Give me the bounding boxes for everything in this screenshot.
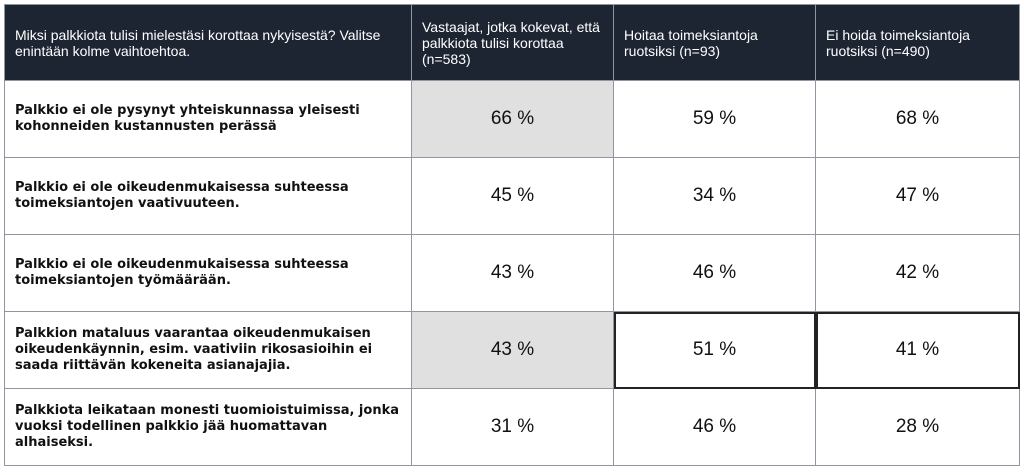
cell-value-swedish: 46 % [613, 388, 816, 466]
cell-value-swedish: 59 % [613, 80, 816, 158]
row-label: Palkkion mataluus vaarantaa oikeudenmuka… [4, 311, 412, 389]
cell-value-non-swedish: 41 % [815, 311, 1020, 389]
header-question: Miksi palkkiota tulisi mielestäsi korott… [4, 4, 412, 81]
table-row: Palkkion mataluus vaarantaa oikeudenmuka… [4, 311, 1020, 389]
results-table-container: Miksi palkkiota tulisi mielestäsi korott… [4, 4, 1020, 466]
row-label: Palkkiota leikataan monesti tuomioistuim… [4, 388, 412, 466]
cell-value-all: 45 % [411, 157, 614, 235]
header-non-swedish: Ei hoida toimeksiantoja ruotsiksi (n=490… [815, 4, 1020, 81]
table-row: Palkkiota leikataan monesti tuomioistuim… [4, 388, 1020, 466]
row-label: Palkkio ei ole oikeudenmukaisessa suhtee… [4, 157, 412, 235]
header-row: Miksi palkkiota tulisi mielestäsi korott… [4, 4, 1020, 81]
cell-value-non-swedish: 42 % [815, 234, 1020, 312]
cell-value-swedish: 46 % [613, 234, 816, 312]
table-row: Palkkio ei ole oikeudenmukaisessa suhtee… [4, 234, 1020, 312]
row-label: Palkkio ei ole oikeudenmukaisessa suhtee… [4, 234, 412, 312]
cell-value-non-swedish: 28 % [815, 388, 1020, 466]
table-row: Palkkio ei ole pysynyt yhteiskunnassa yl… [4, 80, 1020, 158]
header-swedish: Hoitaa toimeksiantoja ruotsiksi (n=93) [613, 4, 816, 81]
cell-value-non-swedish: 47 % [815, 157, 1020, 235]
cell-value-all: 66 % [411, 80, 614, 158]
row-label: Palkkio ei ole pysynyt yhteiskunnassa yl… [4, 80, 412, 158]
header-all-respondents: Vastaajat, jotka kokevat, että palkkiota… [411, 4, 614, 81]
cell-value-all: 43 % [411, 234, 614, 312]
cell-value-non-swedish: 68 % [815, 80, 1020, 158]
cell-value-all: 31 % [411, 388, 614, 466]
cell-value-all: 43 % [411, 311, 614, 389]
results-table: Miksi palkkiota tulisi mielestäsi korott… [4, 4, 1020, 466]
cell-value-swedish: 51 % [613, 311, 816, 389]
cell-value-swedish: 34 % [613, 157, 816, 235]
table-row: Palkkio ei ole oikeudenmukaisessa suhtee… [4, 157, 1020, 235]
